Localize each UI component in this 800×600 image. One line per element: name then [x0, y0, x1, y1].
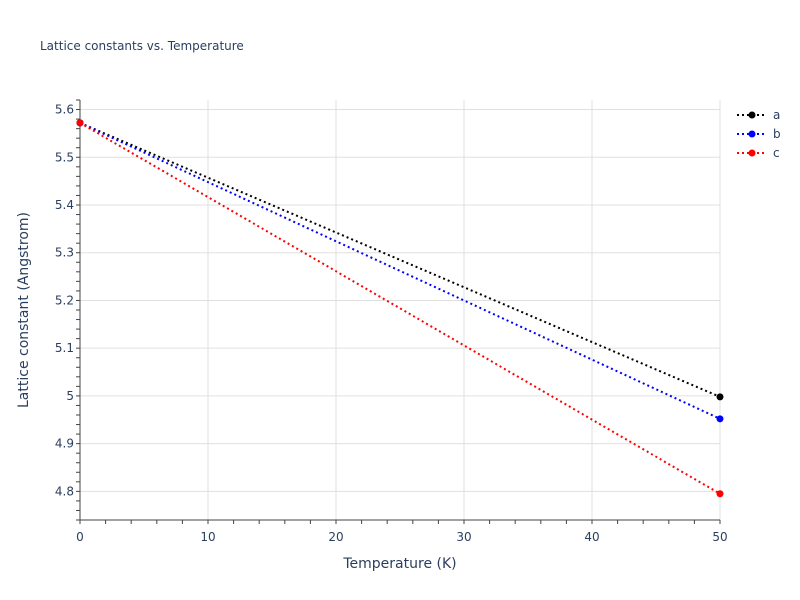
y-tick-label: 4.9 — [55, 437, 74, 451]
x-tick-label: 40 — [584, 530, 599, 544]
legend-marker-a — [748, 111, 756, 119]
y-tick-label: 5.3 — [55, 246, 74, 260]
data-point-a — [716, 393, 724, 401]
legend[interactable]: abc — [737, 108, 781, 160]
series-line-c — [79, 122, 721, 495]
legend-label-c: c — [773, 146, 780, 160]
axes — [76, 99, 721, 524]
x-tick-label: 0 — [76, 530, 84, 544]
x-tick-label: 30 — [456, 530, 471, 544]
y-tick-label: 5.6 — [55, 103, 74, 117]
y-tick-label: 4.8 — [55, 484, 74, 498]
x-tick-label: 50 — [712, 530, 727, 544]
legend-marker-b — [748, 130, 756, 138]
legend-label-a: a — [773, 108, 780, 122]
data-point-c — [76, 119, 84, 127]
y-tick-label: 5 — [66, 389, 74, 403]
legend-label-b: b — [773, 127, 781, 141]
data-point-c — [716, 490, 724, 498]
y-axis-title: Lattice constant (Angstrom) — [16, 212, 32, 408]
y-tick-label: 5.4 — [55, 198, 74, 212]
y-tick-label: 5.2 — [55, 293, 74, 307]
chart-title: Lattice constants vs. Temperature — [40, 39, 244, 53]
x-tick-label: 10 — [200, 530, 215, 544]
y-tick-label: 5.5 — [55, 150, 74, 164]
legend-item-b[interactable]: b — [737, 127, 781, 141]
data-point-b — [716, 415, 724, 423]
legend-marker-c — [748, 149, 756, 157]
series-line-a — [79, 121, 721, 398]
y-tick-label: 5.1 — [55, 341, 74, 355]
legend-item-c[interactable]: c — [737, 146, 780, 160]
grid — [80, 100, 721, 520]
series-layer — [76, 119, 724, 498]
legend-item-a[interactable]: a — [737, 108, 780, 122]
ticks: 0 10 20 30 40 50 4.8 4.9 5 5.1 5.2 5.3 5.4 5.5 5.6 — [55, 103, 728, 544]
x-axis-title: Temperature (K) — [342, 556, 456, 572]
x-tick-label: 20 — [328, 530, 343, 544]
series-line-b — [79, 122, 721, 420]
